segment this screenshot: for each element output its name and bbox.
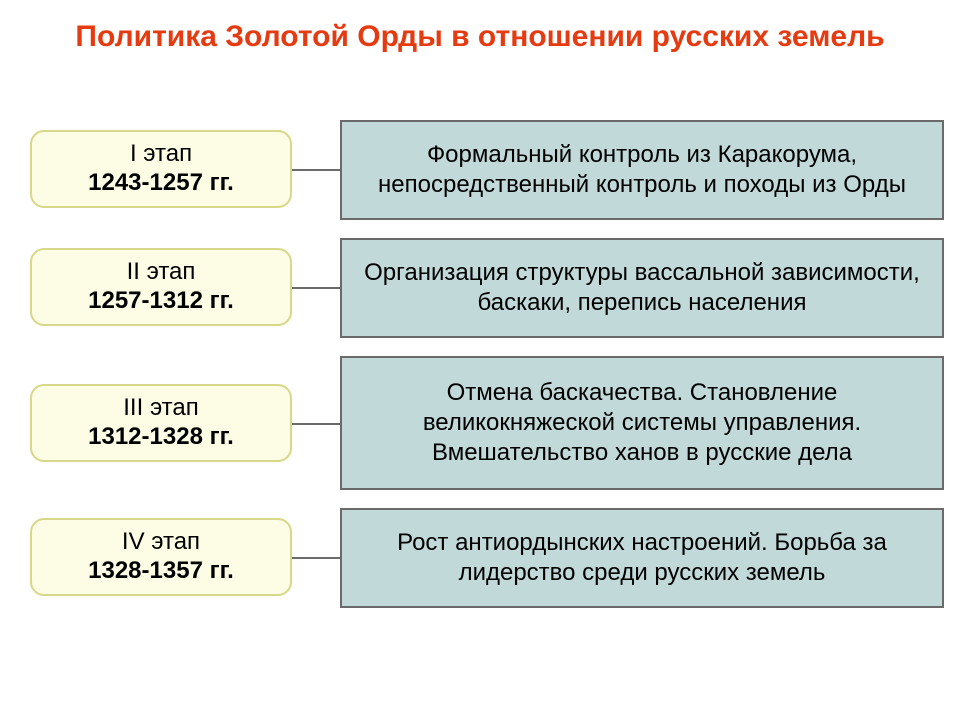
stage-years: 1243-1257 гг. — [32, 169, 290, 198]
stage-row: III этап 1312-1328 гг. Отмена баскачеств… — [0, 356, 960, 490]
connector-line — [292, 423, 340, 425]
desc-text: Рост антиордынских настроений. Борьба за… — [352, 528, 932, 588]
desc-box-2: Организация структуры вассальной зависим… — [340, 238, 944, 338]
connector-line — [292, 287, 340, 289]
stage-box-4: IV этап 1328-1357 гг. — [30, 518, 292, 596]
stage-label: III этап — [32, 394, 290, 423]
desc-box-4: Рост антиордынских настроений. Борьба за… — [340, 508, 944, 608]
stage-years: 1328-1357 гг. — [32, 557, 290, 586]
stage-label: I этап — [32, 140, 290, 169]
connector-line — [292, 169, 340, 171]
stage-years: 1312-1328 гг. — [32, 423, 290, 452]
stage-label: IV этап — [32, 528, 290, 557]
stage-row: I этап 1243-1257 гг. Формальный контроль… — [0, 120, 960, 220]
stage-years: 1257-1312 гг. — [32, 287, 290, 316]
desc-box-3: Отмена баскачества. Становление великокн… — [340, 356, 944, 490]
stage-row: II этап 1257-1312 гг. Организация структ… — [0, 238, 960, 338]
connector-line — [292, 557, 340, 559]
stage-box-3: III этап 1312-1328 гг. — [30, 384, 292, 462]
diagram-rows: I этап 1243-1257 гг. Формальный контроль… — [0, 120, 960, 626]
desc-box-1: Формальный контроль из Каракорума, непос… — [340, 120, 944, 220]
desc-text: Отмена баскачества. Становление великокн… — [352, 378, 932, 468]
diagram-title: Политика Золотой Орды в отношении русски… — [0, 0, 960, 56]
desc-text: Формальный контроль из Каракорума, непос… — [352, 140, 932, 200]
stage-box-2: II этап 1257-1312 гг. — [30, 248, 292, 326]
stage-box-1: I этап 1243-1257 гг. — [30, 130, 292, 208]
stage-row: IV этап 1328-1357 гг. Рост антиордынских… — [0, 508, 960, 608]
desc-text: Организация структуры вассальной зависим… — [352, 258, 932, 318]
stage-label: II этап — [32, 258, 290, 287]
